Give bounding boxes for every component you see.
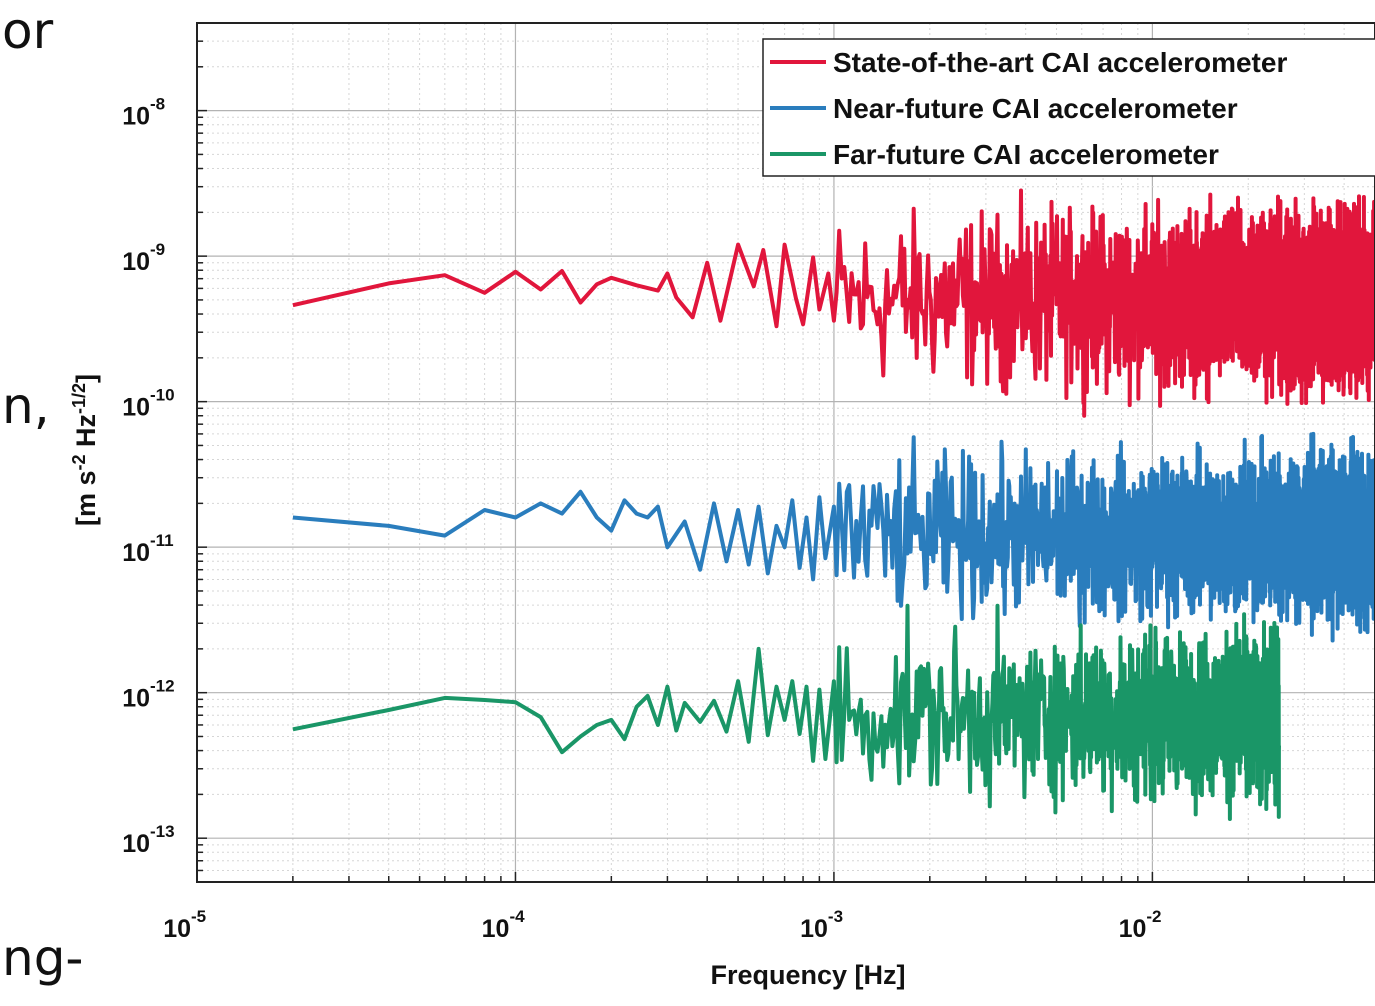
- page-text-fragment-middle: n,: [2, 377, 50, 435]
- y-tick-label-exponent: -11: [150, 531, 174, 550]
- x-tick-label: 10: [800, 915, 828, 943]
- x-tick-label-exponent: -3: [828, 907, 843, 926]
- page-text-fragment-top: or: [2, 2, 54, 60]
- x-tick-label-exponent: -4: [509, 907, 525, 926]
- y-tick-label-exponent: -10: [150, 386, 175, 405]
- series-line-2: [292, 431, 1375, 643]
- x-tick-label-exponent: -2: [1146, 907, 1161, 926]
- legend: State-of-the-art CAI accelerometer Near-f…: [762, 38, 1375, 177]
- legend-label: State-of-the-art CAI accelerometer: [833, 47, 1287, 78]
- axes-frame: [196, 22, 1375, 883]
- y-tick-label-exponent: -9: [150, 240, 165, 259]
- y-tick-label-exponent: -12: [150, 677, 175, 696]
- y-tick-label: 10: [122, 103, 150, 131]
- series-line-3: [292, 603, 1281, 821]
- ticks-group: [196, 22, 1375, 883]
- x-axis-label: Frequency [Hz]: [710, 960, 905, 990]
- x-tick-label: 10: [1119, 915, 1147, 943]
- x-tick-label: 10: [482, 915, 510, 943]
- page-text-fragment-bottom: ng-: [2, 929, 84, 987]
- series-group: [292, 188, 1375, 821]
- y-tick-label: 10: [122, 539, 150, 567]
- legend-box: [762, 38, 1375, 177]
- legend-label: Near-future CAI accelerometer: [833, 93, 1238, 124]
- y-tick-label-exponent: -13: [150, 822, 175, 841]
- series-line-1: [292, 188, 1375, 418]
- y-tick-label: 10: [122, 248, 150, 276]
- plot-border: [196, 22, 1375, 883]
- y-axis-label: [m s-2 Hz-1/2]: [69, 374, 101, 526]
- x-tick-label: 10: [163, 915, 191, 943]
- x-tick-label-exponent: -5: [191, 907, 206, 926]
- y-tick-label: 10: [122, 685, 150, 713]
- legend-label: Far-future CAI accelerometer: [833, 139, 1219, 170]
- y-tick-label: 10: [122, 830, 150, 858]
- y-tick-label: 10: [122, 394, 150, 422]
- y-tick-label-exponent: -8: [150, 95, 165, 114]
